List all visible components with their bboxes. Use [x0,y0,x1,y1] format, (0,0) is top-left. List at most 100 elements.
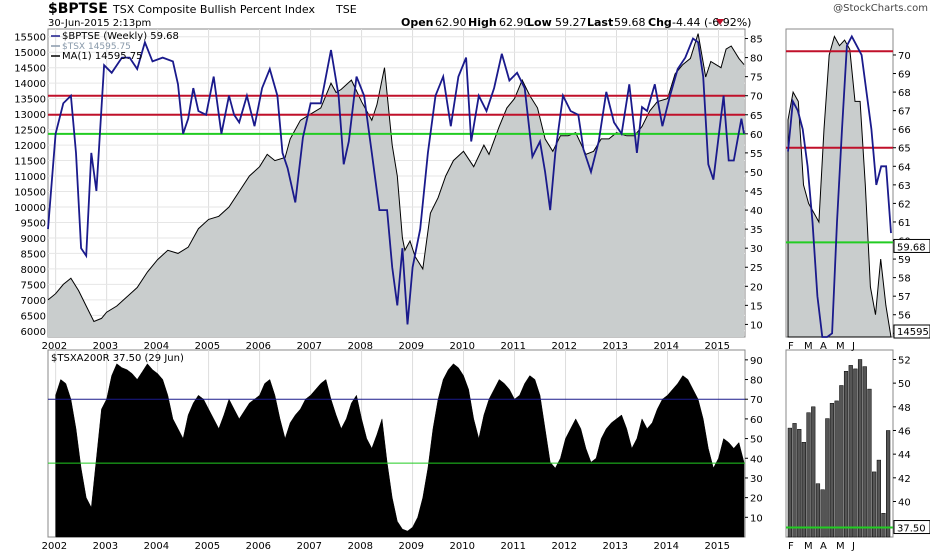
inset-bar [834,400,839,538]
inset-y-tick-label: 58 [898,274,911,285]
inset-x-label: M [836,541,845,552]
inset-bar [820,489,825,538]
high-label: High [468,16,497,29]
inset-y-tick-label: 48 [898,403,911,414]
legend-entry: $TSX 14595.75 [62,42,131,52]
down-arrow-icon [716,19,724,25]
inset-bar [787,427,792,538]
inset-bar [839,385,844,538]
y-right-tick-label: 55 [750,149,763,160]
inset-y-tick-label: 44 [898,450,911,461]
tsxa200r-area [55,363,745,538]
inset-y-tick-label: 65 [898,144,911,155]
y-right-tick-label: 50 [750,168,763,179]
y-right-tick-label: 75 [750,73,763,84]
x-tick-label: 2006 [246,341,271,352]
inset-x-label: M [804,341,813,352]
y-right-tick-label: 70 [750,395,763,406]
x-tick-label: 2002 [42,541,67,552]
x-tick-label: 2008 [348,541,373,552]
inset-y-tick-label: 52 [898,355,911,366]
inset-x-label: J [851,341,855,352]
x-tick-label: 2013 [603,541,628,552]
x-tick-label: 2012 [552,341,577,352]
y-right-tick-label: 30 [750,244,763,255]
last-label: Last [587,16,613,29]
y-right-tick-label: 60 [750,415,763,426]
x-tick-label: 2012 [552,541,577,552]
y-right-tick-label: 20 [750,494,763,505]
y-left-tick-label: 11000 [14,172,46,183]
y-left-tick-label: 7000 [21,296,46,307]
inset-y-tick-label: 64 [898,162,911,173]
y-left-tick-label: 9500 [21,218,46,229]
x-tick-label: 2015 [704,541,729,552]
inset-y-tick-label: 61 [898,218,911,229]
inset-bar [825,418,830,538]
y-left-tick-label: 8500 [21,249,46,260]
y-left-tick-label: 9000 [21,234,46,245]
x-tick-label: 2007 [297,341,322,352]
inset-y-tick-label: 57 [898,292,911,303]
inset-y-tick-label: 42 [898,474,911,485]
y-right-tick-label: 80 [750,376,763,387]
open-label: Open [401,16,434,29]
inset-bar [876,459,881,538]
high-value: 62.90 [499,16,531,29]
inset-bar [853,368,858,538]
inset-x-label: F [788,341,794,352]
inset-bar [801,442,806,538]
inset-y-tick-label: 63 [898,181,911,192]
inset-bar [886,430,891,538]
y-left-tick-label: 11500 [14,157,46,168]
y-right-tick-label: 90 [750,356,763,367]
inset-y-tick-label: 68 [898,88,911,99]
inset-x-label: M [804,541,813,552]
y-right-tick-label: 65 [750,111,763,122]
last-value: 59.68 [614,16,646,29]
open-value: 62.90 [435,16,467,29]
y-left-tick-label: 15000 [14,48,46,59]
x-tick-label: 2009 [399,341,424,352]
tsx-value-label: 14595 [897,327,929,338]
y-right-tick-label: 35 [750,225,763,236]
y-right-tick-label: 70 [750,92,763,103]
y-right-tick-label: 10 [750,513,763,524]
inset-y-tick-label: 70 [898,51,911,62]
x-tick-label: 2003 [93,541,118,552]
y-left-tick-label: 6000 [21,327,46,338]
inset-y-tick-label: 62 [898,199,911,210]
inset-bar [857,359,863,538]
x-tick-label: 2002 [42,341,67,352]
breadth-legend: $TSXA200R 37.50 (29 Jun) [51,353,184,364]
inset-x-label: F [788,541,794,552]
y-right-tick-label: 25 [750,263,763,274]
tsx-value-tag [893,324,930,339]
x-tick-label: 2005 [195,541,220,552]
y-right-tick-label: 85 [750,35,763,46]
y-right-tick-label: 45 [750,187,763,198]
inset-bar [797,429,802,538]
x-tick-label: 2006 [246,541,271,552]
inset-y-tick-label: 56 [898,311,911,322]
exchange-label: TSE [335,3,357,16]
inset-bar [843,371,849,538]
last-value-tag [893,520,930,535]
x-tick-label: 2003 [93,341,118,352]
tsx-area [48,33,744,337]
inset-y-tick-label: 59 [898,255,911,266]
x-tick-label: 2014 [653,541,678,552]
inset-bar [829,403,835,538]
inset-y-tick-label: 46 [898,426,911,437]
last-value-label: 59.68 [897,242,926,253]
y-right-tick-label: 80 [750,54,763,65]
x-tick-label: 2004 [144,341,169,352]
y-right-tick-label: 15 [750,301,763,312]
legend-entry: $BPTSE (Weekly) 59.68 [62,31,179,42]
y-left-tick-label: 12000 [14,141,46,152]
inset-x-label: A [820,341,827,352]
low-label: Low [527,16,552,29]
y-right-tick-label: 50 [750,435,763,446]
